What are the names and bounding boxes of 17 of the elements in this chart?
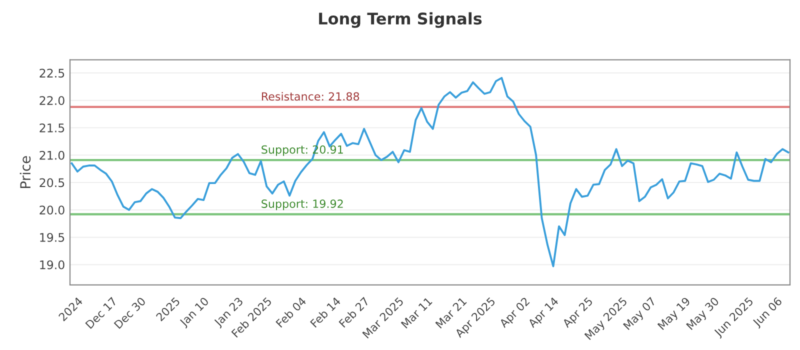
y-tick-label: 22.0	[40, 96, 64, 106]
y-tick-label: 20.5	[40, 178, 64, 188]
chart-title: Long Term Signals	[319, 12, 482, 28]
y-tick-label: 22.5	[40, 68, 64, 78]
y-tick-label: 19.0	[40, 260, 64, 270]
y-axis-title: Price	[20, 156, 31, 188]
x-tick-label: Jun 06	[752, 296, 784, 329]
ref-line-label: Support: 19.92	[262, 200, 343, 210]
y-tick-label: 21.0	[40, 150, 64, 160]
line-series	[70, 76, 790, 268]
ref-line-label: Resistance: 21.88	[262, 92, 360, 101]
x-tick-label: Dec 30	[114, 296, 146, 330]
y-tick-label: 21.5	[40, 123, 64, 132]
x-tick-label: Jan 10	[178, 296, 211, 329]
x-tick-label: Feb 04	[275, 296, 307, 328]
y-tick-label: 20.0	[40, 206, 64, 215]
y-tick-label: 19.5	[40, 232, 64, 242]
